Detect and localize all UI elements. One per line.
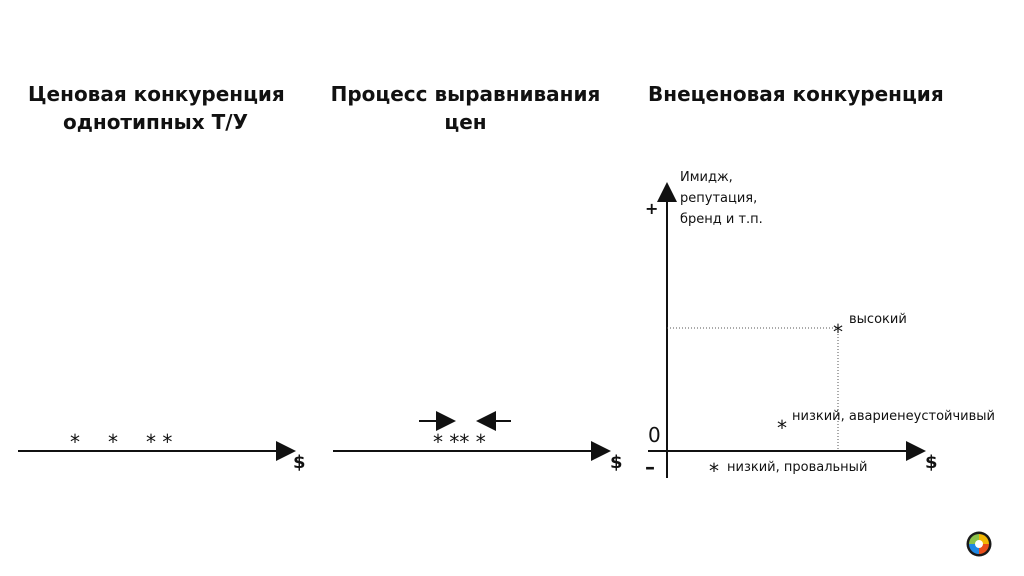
middle-stars: * ** *: [433, 430, 486, 454]
middle-title: Процесс выравнивания цен: [328, 80, 603, 136]
right-title: Внеценовая конкуренция: [648, 80, 944, 108]
middle-title-line1: Процесс выравнивания: [330, 82, 601, 106]
y-axis-label-line2: репутация,: [680, 191, 758, 206]
left-axis-symbol: $: [293, 452, 306, 473]
point-low-failed-label: низкий, провальный: [727, 460, 868, 475]
right-axis-symbol: $: [925, 452, 938, 473]
left-title-line1: Ценовая конкуренция: [28, 82, 285, 106]
middle-title-line2: цен: [444, 110, 487, 134]
left-star-3: * *: [146, 430, 173, 454]
middle-axis-symbol: $: [610, 452, 623, 473]
y-axis-label-line3: бренд и т.п.: [680, 212, 763, 227]
point-low-failed-star: *: [709, 459, 719, 483]
y-axis-label: Имидж, репутация, бренд и т.п.: [680, 167, 763, 230]
point-high-star: *: [833, 320, 843, 344]
right-title-line1: Внеценовая конкуренция: [648, 82, 944, 106]
point-low-unstable-star: *: [777, 416, 787, 440]
left-title-line2: однотипных Т/У: [62, 110, 248, 134]
left-star-2: *: [108, 430, 118, 454]
left-star-1: *: [70, 430, 80, 454]
point-low-unstable-label: низкий, авариенеустойчивый: [792, 409, 995, 424]
zero-label: 0: [648, 423, 661, 447]
minus-sign: –: [645, 455, 655, 479]
point-high-label: высокий: [849, 312, 907, 327]
left-title: Ценовая конкуренция однотипных Т/У: [28, 80, 285, 136]
y-axis-label-line1: Имидж,: [680, 170, 733, 185]
colorful-sphere-logo-icon: [966, 531, 992, 557]
plus-sign: +: [645, 199, 659, 218]
